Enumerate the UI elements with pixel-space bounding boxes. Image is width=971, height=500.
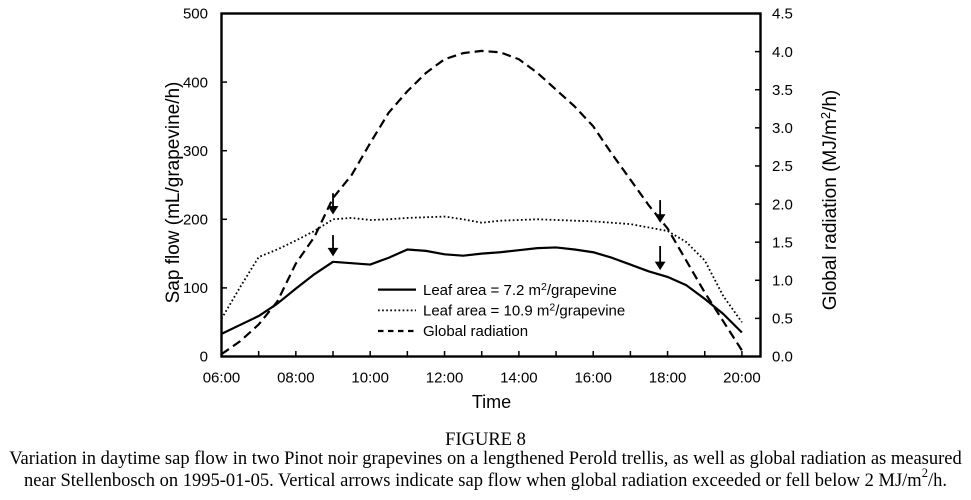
right-tick-label: 3.5 (772, 82, 793, 99)
right-tick-label: 1.0 (772, 272, 793, 289)
right-tick-label: 1.5 (772, 234, 793, 251)
x-axis-title: Time (472, 392, 511, 412)
caption-text: /h. (927, 471, 947, 491)
x-tick-label: 18:00 (649, 370, 687, 387)
x-tick-label: 12:00 (426, 370, 464, 387)
right-tick-label: 3.0 (772, 120, 793, 137)
arrow-down-icon (327, 193, 339, 215)
right-tick-label: 0.5 (772, 311, 793, 328)
sap-flow-chart: 06:00 08:00 10:00 12:00 14:00 16:00 18:00 20:00… (163, 6, 841, 412)
arrow-down-icon (327, 235, 339, 257)
left-tick-label: 500 (183, 6, 208, 23)
right-tick-label: 4.0 (772, 44, 793, 61)
series-line-solid (221, 246, 743, 335)
arrow-head (654, 214, 666, 223)
chart-legend: Leaf area = 7.2 m2/grapevine Leaf area = … (378, 281, 625, 340)
axis-ticks (220, 12, 760, 358)
arrow-head (654, 261, 666, 271)
series-line-dashed (220, 49, 743, 356)
x-tick-label: 08:00 (277, 370, 315, 387)
right-tick-label: 2.5 (772, 158, 793, 175)
x-tick-label: 20:00 (723, 370, 761, 387)
x-tick-label: 06:00 (203, 370, 241, 387)
figure-label: FIGURE 8 (445, 430, 526, 450)
left-tick-label: 0 (200, 349, 208, 366)
legend-label: Global radiation (423, 323, 528, 340)
right-axis-title: Global radiation (MJ/m2/h) (818, 90, 841, 311)
x-tick-label: 14:00 (500, 370, 538, 387)
legend-label: Leaf area = 10.9 m2/grapevine (423, 302, 625, 320)
arrow-down-icon (654, 246, 666, 271)
right-tick-label: 0.0 (772, 349, 793, 366)
axis-titles: Time Sap flow (mL/grapevine/h) Global radi… (163, 82, 841, 412)
caption-text: near Stellenbosch on 1995-01-05. Vertica… (24, 471, 922, 491)
arrow-down-icon (654, 200, 666, 223)
left-tick-label: 100 (183, 280, 208, 297)
plot-frame (220, 12, 762, 358)
caption-line-2: near Stellenbosch on 1995-01-05. Vertica… (0, 467, 971, 492)
caption-text: Variation in daytime sap flow in two Pin… (9, 449, 962, 469)
arrow-head (327, 205, 339, 215)
superscript: 2 (818, 112, 833, 119)
left-tick-label: 400 (183, 74, 208, 91)
annotation-arrows (327, 193, 666, 271)
plot-border (220, 12, 762, 358)
legend-label: Leaf area = 7.2 m2/grapevine (423, 281, 617, 299)
x-tick-label: 10:00 (351, 370, 389, 387)
superscript: 2 (541, 281, 547, 293)
right-tick-label: 2.0 (772, 196, 793, 213)
left-axis-title: Sap flow (mL/grapevine/h) (163, 82, 184, 304)
left-tick-label: 300 (183, 143, 208, 160)
x-tick-label: 16:00 (574, 370, 612, 387)
axis-tick-labels: 06:00 08:00 10:00 12:00 14:00 16:00 18:00 20:00… (183, 6, 793, 387)
right-tick-label: 4.5 (772, 6, 793, 23)
caption-line-1: Variation in daytime sap flow in two Pin… (0, 449, 971, 470)
data-series (220, 49, 743, 356)
series-line-dotted (220, 215, 743, 323)
left-tick-label: 200 (183, 212, 208, 229)
superscript: 2 (549, 302, 555, 314)
arrow-head (327, 247, 339, 257)
caption-superscript: 2 (921, 466, 928, 481)
